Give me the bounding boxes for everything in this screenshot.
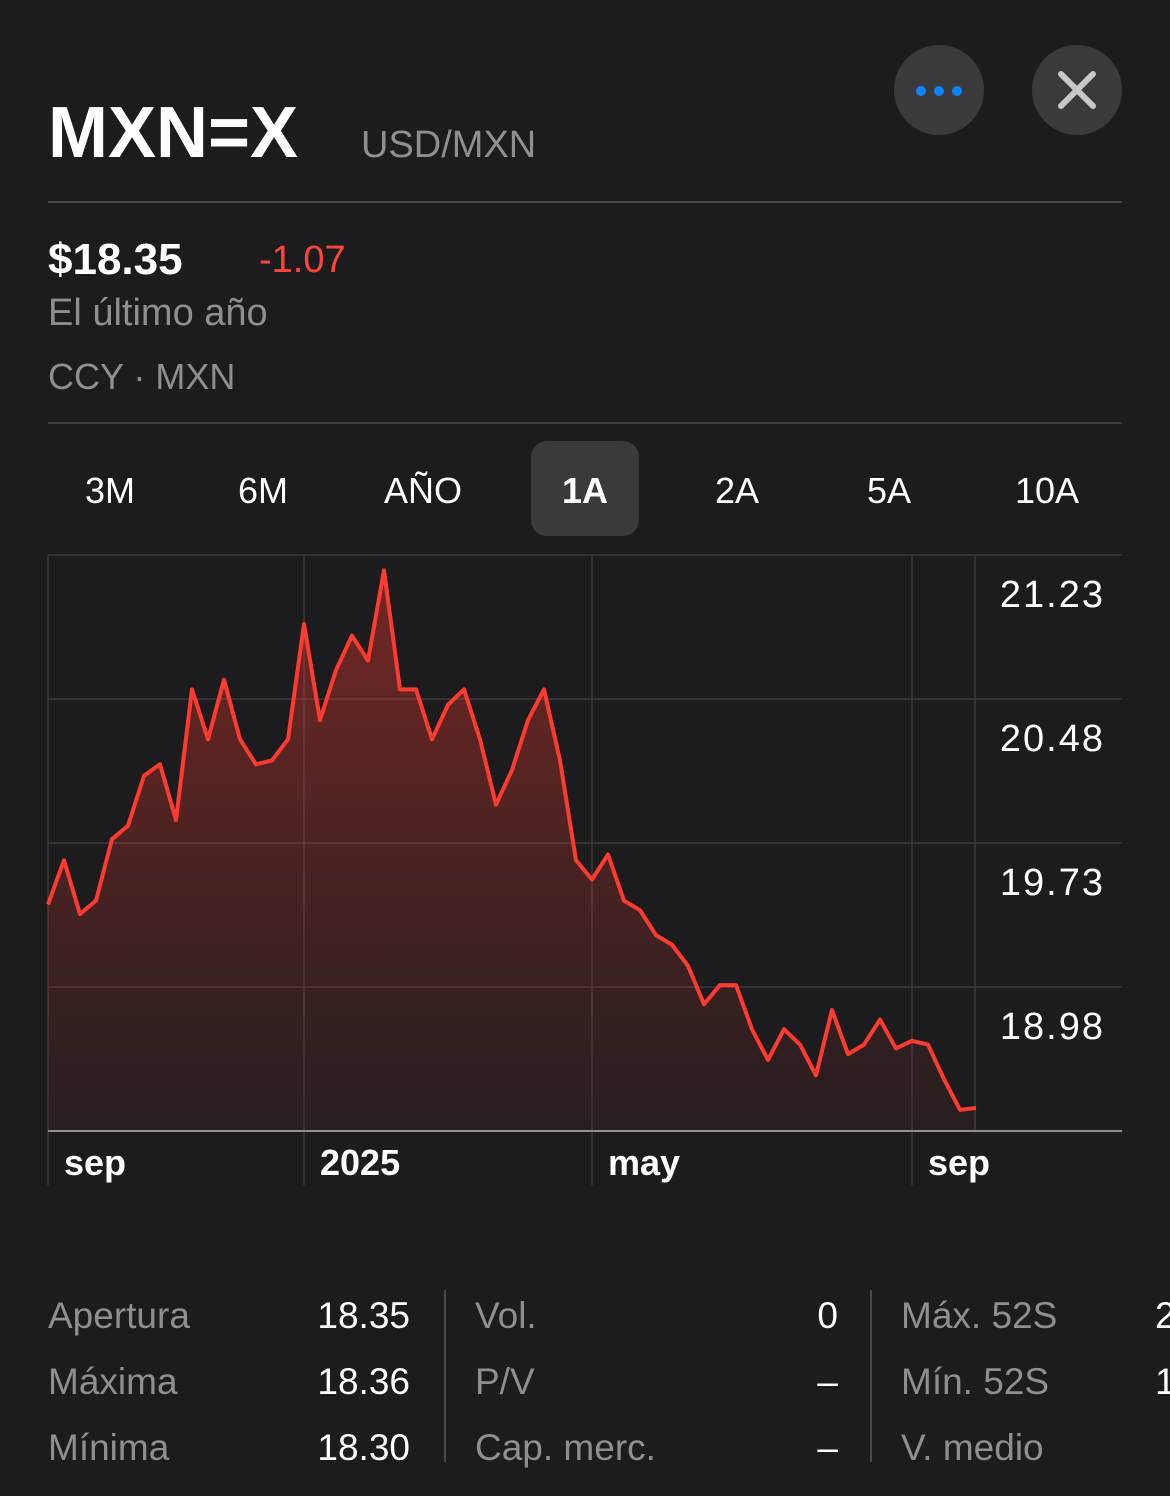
- tab[interactable]: 3M: [85, 470, 135, 511]
- stat-value: –: [817, 1427, 838, 1468]
- tab[interactable]: 2A: [715, 470, 759, 511]
- stat-label: Máxima: [48, 1361, 178, 1402]
- stat-label: Máx. 52S: [901, 1295, 1057, 1336]
- stat-value: 0: [817, 1295, 838, 1336]
- pair: USD/MXN: [361, 124, 536, 166]
- price: $18.35: [48, 235, 183, 284]
- tab[interactable]: 6M: [238, 470, 288, 511]
- change: -1.07: [259, 239, 346, 281]
- tab[interactable]: AÑO: [384, 470, 462, 511]
- area-fill: [48, 570, 976, 1131]
- exchange: CCY · MXN: [48, 356, 235, 397]
- tab[interactable]: 10A: [1015, 470, 1079, 511]
- x-tick-label: 2025: [320, 1142, 400, 1183]
- tab[interactable]: 5A: [867, 470, 911, 511]
- stat-label: Mínima: [48, 1427, 170, 1468]
- x-tick-label: sep: [64, 1142, 126, 1183]
- stat-label: P/V: [475, 1361, 535, 1402]
- y-tick-label: 21.23: [1000, 574, 1105, 616]
- stat-label: Cap. merc.: [475, 1427, 656, 1468]
- stat-value: 18.35: [317, 1295, 410, 1336]
- stat-value: 18.36: [317, 1361, 410, 1402]
- close-button[interactable]: [1032, 45, 1122, 135]
- stat-label: Vol.: [475, 1295, 537, 1336]
- x-tick-label: may: [608, 1142, 680, 1183]
- x-tick-label: sep: [928, 1142, 990, 1183]
- symbol: MXN=X: [48, 93, 298, 173]
- tab-selected: [531, 441, 639, 536]
- more-button[interactable]: [894, 45, 984, 135]
- stat-label: V. medio: [901, 1427, 1044, 1468]
- stat-value: 1: [1155, 1361, 1170, 1402]
- price-line: [46, 568, 977, 1112]
- y-tick-label: 18.98: [1000, 1006, 1105, 1048]
- stat-value: 18.30: [317, 1427, 410, 1468]
- period: El último año: [48, 292, 268, 334]
- y-tick-label: 19.73: [1000, 862, 1105, 904]
- stat-label: Mín. 52S: [901, 1361, 1049, 1402]
- stat-value: –: [817, 1361, 838, 1402]
- tab[interactable]: 1A: [562, 470, 608, 511]
- y-tick-label: 20.48: [1000, 718, 1105, 760]
- stat-label: Apertura: [48, 1295, 190, 1336]
- stat-value: 2: [1155, 1295, 1170, 1336]
